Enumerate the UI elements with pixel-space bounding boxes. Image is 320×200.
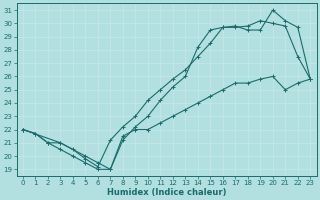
X-axis label: Humidex (Indice chaleur): Humidex (Indice chaleur) bbox=[107, 188, 226, 197]
